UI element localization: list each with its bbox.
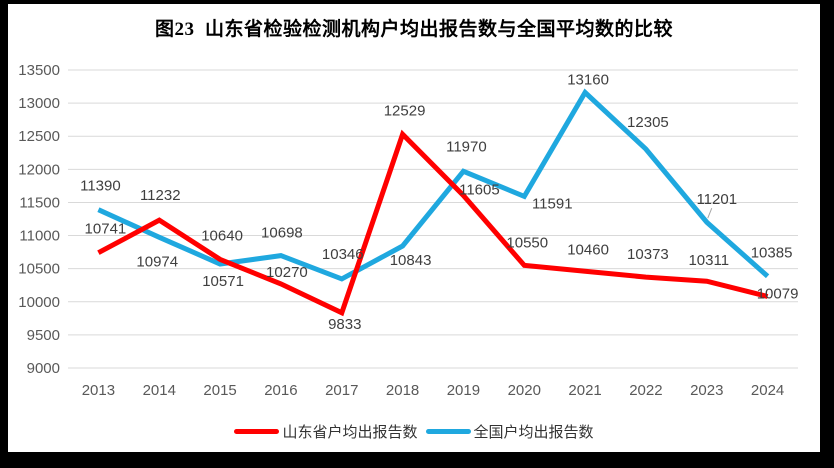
data-label: 10741 <box>85 221 127 238</box>
data-label: 10640 <box>201 227 243 244</box>
label-leader-line <box>707 208 713 219</box>
data-label: 11591 <box>532 195 573 212</box>
data-label: 11232 <box>140 187 181 204</box>
legend-line-blue-icon <box>425 429 471 434</box>
y-tick-label: 12500 <box>18 128 60 145</box>
y-tick-label: 10000 <box>18 294 60 311</box>
x-tick-label: 2020 <box>508 382 541 399</box>
data-label: 10550 <box>506 234 548 251</box>
legend-label-national: 全国户均出报告数 <box>473 424 594 441</box>
series-line-national <box>97 88 770 282</box>
y-tick-label: 12000 <box>18 161 60 178</box>
data-label: 10843 <box>390 252 432 269</box>
data-label: 13160 <box>567 72 609 89</box>
data-label: 10373 <box>627 246 669 263</box>
data-label: 11970 <box>446 138 487 155</box>
x-tick-label: 2021 <box>568 382 601 399</box>
y-tick-label: 13500 <box>18 62 60 79</box>
data-label: 10079 <box>757 286 799 303</box>
y-tick-label: 11000 <box>19 228 60 245</box>
chart-title: 图23 山东省检验检测机构户均出报告数与全国平均数的比较 <box>154 19 673 40</box>
chart-canvas: 图23 山东省检验检测机构户均出报告数与全国平均数的比较 9000 9500 100… <box>8 4 820 452</box>
y-tick-label: 9000 <box>27 360 60 377</box>
x-tick-label: 2017 <box>325 382 358 399</box>
y-tick-label: 11500 <box>19 194 60 211</box>
legend-line-red-icon <box>234 429 280 434</box>
data-label: 12305 <box>627 114 669 131</box>
data-label: 10270 <box>266 264 308 281</box>
data-label: 10385 <box>751 244 793 261</box>
data-label: 10571 <box>202 273 244 290</box>
line-chart: 9000 9500 10000 10500 11000 11500 12000 12500 13… <box>18 62 799 399</box>
data-label: 10974 <box>136 253 178 270</box>
chart-legend: 山东省户均出报告数 全国户均出报告数 <box>8 421 820 442</box>
data-label: 12529 <box>384 102 426 119</box>
x-tick-label: 2022 <box>629 382 662 399</box>
data-label: 10460 <box>567 241 609 258</box>
data-label: 11390 <box>80 178 121 195</box>
x-tick-label: 2014 <box>143 382 176 399</box>
data-label: 11605 <box>459 181 500 198</box>
data-label: 9833 <box>328 316 361 333</box>
x-tick-label: 2024 <box>751 382 784 399</box>
y-tick-label: 9500 <box>27 327 60 344</box>
x-tick-label: 2023 <box>690 382 723 399</box>
x-tick-label: 2013 <box>82 382 115 399</box>
data-label: 10346 <box>322 246 364 263</box>
legend-label-shandong: 山东省户均出报告数 <box>282 424 418 441</box>
x-tick-label: 2015 <box>203 382 236 399</box>
y-tick-label: 10500 <box>18 261 60 278</box>
x-tick-label: 2019 <box>447 382 480 399</box>
data-label: 10311 <box>688 252 729 269</box>
legend-item-national: 全国户均出报告数 <box>425 421 594 442</box>
series-line-shandong <box>97 129 769 317</box>
legend-item-shandong: 山东省户均出报告数 <box>234 421 418 442</box>
x-tick-label: 2018 <box>386 382 419 399</box>
data-label: 11201 <box>696 191 737 208</box>
x-tick-label: 2016 <box>264 382 297 399</box>
y-tick-label: 13000 <box>18 95 60 112</box>
data-label: 10698 <box>261 225 303 242</box>
